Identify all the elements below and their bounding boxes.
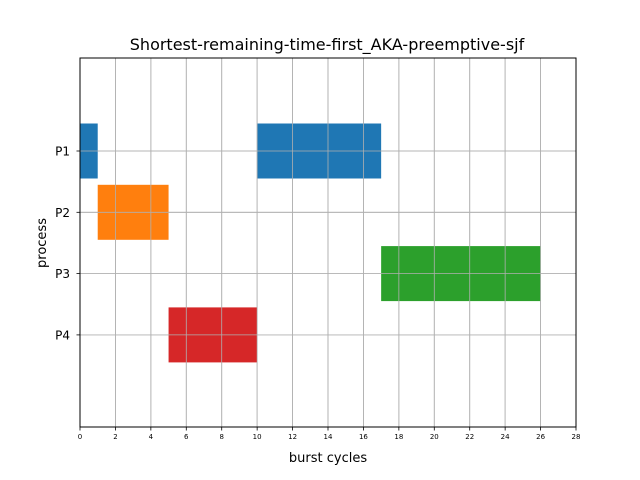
- x-tick-label: 4: [149, 433, 154, 441]
- x-tick-label: 0: [78, 433, 82, 441]
- y-tick-label-p4: P4: [55, 328, 70, 342]
- x-axis-label: burst cycles: [289, 451, 367, 466]
- x-tick-label: 8: [219, 433, 223, 441]
- y-tick-label-p1: P1: [55, 145, 70, 159]
- y-tick-label-p2: P2: [55, 206, 70, 220]
- chart-title: Shortest-remaining-time-first_AKA-preemp…: [130, 35, 525, 55]
- x-tick-label: 20: [430, 433, 439, 441]
- x-tick-label: 28: [572, 433, 581, 441]
- x-tick-label: 2: [113, 433, 117, 441]
- x-tick-label: 16: [359, 433, 368, 441]
- grid-overlay: [79, 58, 577, 427]
- x-tick-label: 10: [253, 433, 262, 441]
- bars: [80, 123, 541, 363]
- x-tick-label: 26: [536, 433, 545, 441]
- x-tick-label: 6: [184, 433, 189, 441]
- y-tick-label-p3: P3: [55, 267, 70, 281]
- x-tick-label: 24: [501, 433, 510, 441]
- x-tick-label: 22: [465, 433, 474, 441]
- x-tick-label: 14: [324, 433, 333, 441]
- x-tick-label: 18: [394, 433, 403, 441]
- y-axis-label: process: [35, 218, 50, 268]
- x-tick-label: 12: [288, 433, 297, 441]
